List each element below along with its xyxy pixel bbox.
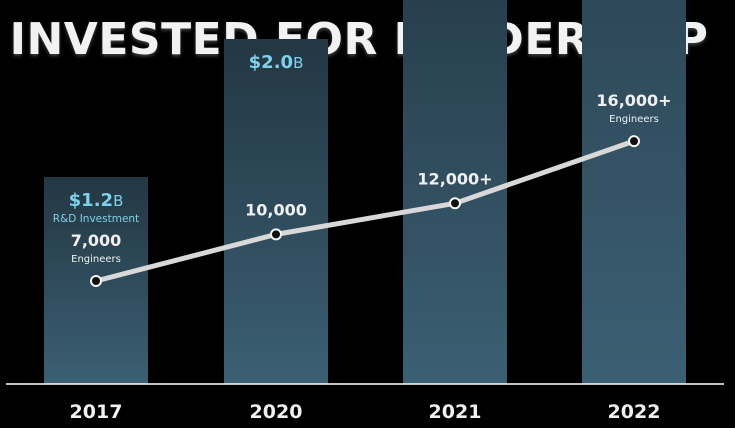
engineers-point-2021 xyxy=(449,197,461,210)
x-tick-label-2021: 2021 xyxy=(429,401,482,423)
bar-value-label: $1.2B xyxy=(69,190,124,211)
engineers-value-label: 16,000+ xyxy=(596,91,671,110)
engineers-value-label: 10,000 xyxy=(245,200,307,219)
engineers-value-label: 12,000+ xyxy=(417,169,492,188)
x-tick-label-2017: 2017 xyxy=(70,401,123,423)
engineers-point-2017 xyxy=(90,275,102,287)
x-tick-label-2022: 2022 xyxy=(608,401,661,423)
bar-caption-label: R&D Investment xyxy=(53,213,139,225)
engineers-caption-label: Engineers xyxy=(71,254,121,265)
bar-2020 xyxy=(224,39,328,384)
bar-2022 xyxy=(582,0,686,384)
engineers-value-label: 7,000 xyxy=(71,231,122,250)
engineers-point-2022 xyxy=(628,135,640,148)
engineers-caption-label: Engineers xyxy=(609,114,659,125)
x-tick-label-2020: 2020 xyxy=(250,401,303,423)
engineers-point-2020 xyxy=(270,228,282,241)
engineers-line xyxy=(93,138,637,284)
bar-value-label: $2.0B xyxy=(249,52,304,73)
